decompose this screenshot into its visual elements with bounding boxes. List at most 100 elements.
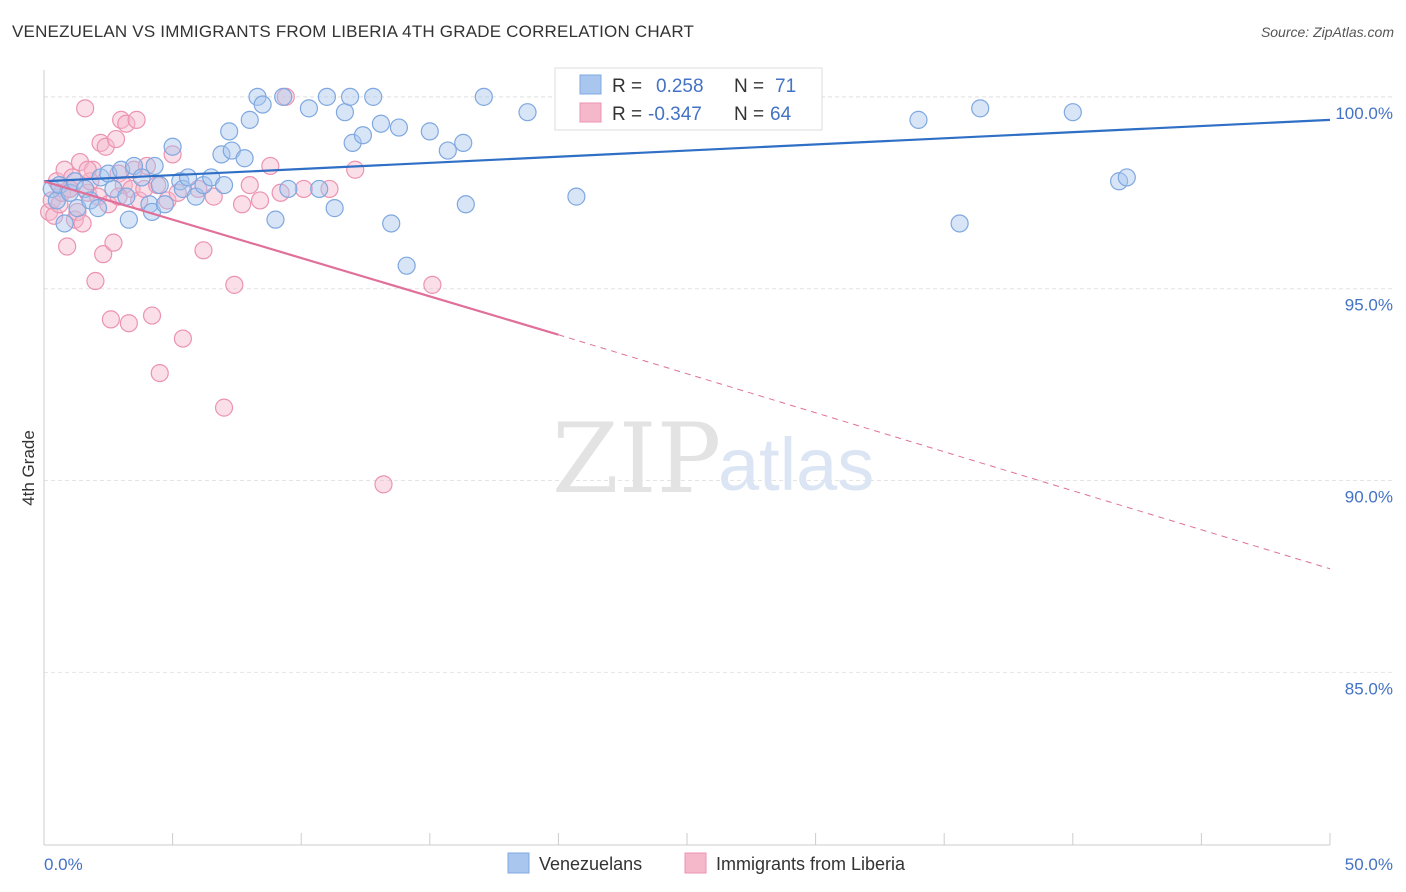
x-tick-label-start: 0.0% xyxy=(44,855,83,874)
data-point-liberia xyxy=(250,191,270,210)
data-point-venezuelans xyxy=(454,133,473,152)
data-point-venezuelans xyxy=(364,87,383,106)
data-point-liberia xyxy=(119,314,138,333)
chart-title: VENEZUELAN VS IMMIGRANTS FROM LIBERIA 4T… xyxy=(12,22,695,41)
data-point-venezuelans xyxy=(214,175,234,195)
data-point-liberia xyxy=(86,271,105,291)
data-point-venezuelans xyxy=(909,110,928,129)
data-point-venezuelans xyxy=(438,141,457,160)
data-point-venezuelans xyxy=(299,99,319,118)
y-axis-title: 4th Grade xyxy=(19,430,38,506)
y-tick-label: 90.0% xyxy=(1345,488,1393,507)
data-point-liberia xyxy=(173,329,192,348)
data-point-venezuelans xyxy=(971,99,990,118)
y-tick-label: 100.0% xyxy=(1335,104,1393,123)
data-point-venezuelans xyxy=(266,210,285,229)
data-point-venezuelans xyxy=(420,122,439,141)
legend-r-label-1: R = xyxy=(612,76,642,97)
trend-line-venezuelans xyxy=(43,118,1331,183)
data-point-liberia xyxy=(194,241,213,260)
legend-n-label-2: N = xyxy=(734,104,764,125)
data-point-venezuelans xyxy=(518,103,537,122)
y-tick-label: 85.0% xyxy=(1345,679,1393,698)
data-point-venezuelans xyxy=(456,195,475,214)
data-point-venezuelans xyxy=(194,175,213,195)
data-point-liberia xyxy=(423,275,442,294)
source-label: Source: ZipAtlas.com xyxy=(1260,24,1394,40)
data-point-liberia xyxy=(58,237,77,256)
data-point-venezuelans xyxy=(567,187,586,206)
axes xyxy=(43,70,1331,846)
data-point-venezuelans xyxy=(340,87,360,106)
data-point-venezuelans xyxy=(325,199,344,218)
data-point-liberia xyxy=(76,99,95,118)
data-point-liberia xyxy=(150,363,169,383)
data-point-venezuelans xyxy=(279,179,298,199)
data-point-venezuelans xyxy=(240,110,259,129)
legend-r-value-2: -0.347 xyxy=(648,104,702,125)
bottom-legend-label-liberia: Immigrants from Liberia xyxy=(716,854,906,874)
data-point-venezuelans xyxy=(253,95,272,114)
data-point-liberia xyxy=(225,275,244,294)
data-point-liberia xyxy=(163,145,182,164)
data-point-venezuelans xyxy=(474,87,493,106)
data-point-liberia xyxy=(214,398,234,417)
data-point-liberia xyxy=(261,156,280,176)
legend-n-label-1: N = xyxy=(734,76,764,97)
data-point-liberia xyxy=(374,475,393,494)
x-tick-label-end: 50.0% xyxy=(1345,855,1393,874)
data-point-liberia xyxy=(346,160,365,179)
watermark: ZIP atlas xyxy=(552,403,874,515)
data-point-venezuelans xyxy=(235,149,254,168)
data-point-venezuelans xyxy=(178,168,198,187)
data-point-venezuelans xyxy=(310,179,329,199)
trend-lines xyxy=(43,118,1331,570)
data-point-liberia xyxy=(294,179,313,199)
data-point-liberia xyxy=(104,233,123,252)
watermark-atlas: atlas xyxy=(718,423,874,506)
data-point-liberia xyxy=(45,206,64,225)
trend-line-liberia-extrapolated xyxy=(558,334,1331,570)
watermark-zip: ZIP xyxy=(552,403,721,515)
data-point-venezuelans xyxy=(950,214,969,233)
data-point-venezuelans xyxy=(163,137,182,156)
bottom-legend-label-venezuelans: Venezuelans xyxy=(539,854,642,874)
data-point-venezuelans xyxy=(397,256,416,275)
data-point-venezuelans xyxy=(150,175,169,195)
data-point-liberia xyxy=(73,214,92,233)
data-point-liberia xyxy=(101,310,120,329)
data-point-venezuelans xyxy=(317,87,337,106)
data-point-venezuelans xyxy=(55,214,74,233)
y-tick-label: 95.0% xyxy=(1345,296,1393,315)
data-point-venezuelans xyxy=(343,133,362,152)
data-point-venezuelans xyxy=(371,114,391,133)
data-point-liberia xyxy=(204,187,223,206)
legend-swatch-liberia xyxy=(579,102,602,123)
data-point-venezuelans xyxy=(274,87,293,106)
data-point-venezuelans xyxy=(335,103,355,122)
data-point-venezuelans xyxy=(353,126,373,145)
data-point-venezuelans xyxy=(1063,103,1082,122)
legend-r-value-1: 0.258 xyxy=(656,76,704,97)
bottom-legend-swatch-liberia xyxy=(684,852,707,874)
data-point-venezuelans xyxy=(119,210,138,229)
data-point-liberia xyxy=(68,202,87,222)
data-point-liberia xyxy=(232,195,252,214)
tick-labels: 85.0% 90.0% 95.0% 100.0% 0.0% 50.0% xyxy=(44,104,1393,874)
data-point-liberia xyxy=(117,114,136,133)
data-point-venezuelans xyxy=(389,118,409,137)
data-point-venezuelans xyxy=(382,214,401,233)
data-point-liberia xyxy=(137,156,156,176)
data-point-venezuelans xyxy=(155,195,174,214)
trend-line-liberia xyxy=(43,180,559,336)
data-point-venezuelans xyxy=(212,145,231,164)
data-point-liberia xyxy=(96,137,115,156)
data-point-liberia xyxy=(127,110,146,129)
legend-n-value-1: 71 xyxy=(775,76,796,97)
data-point-liberia xyxy=(320,179,339,199)
series-liberia-points xyxy=(40,87,442,494)
correlation-legend: R = 0.258 N = 71 R = -0.347 N = 64 xyxy=(554,67,823,131)
data-point-venezuelans xyxy=(88,199,108,218)
bottom-legend-swatch-venezuelans xyxy=(507,852,530,874)
